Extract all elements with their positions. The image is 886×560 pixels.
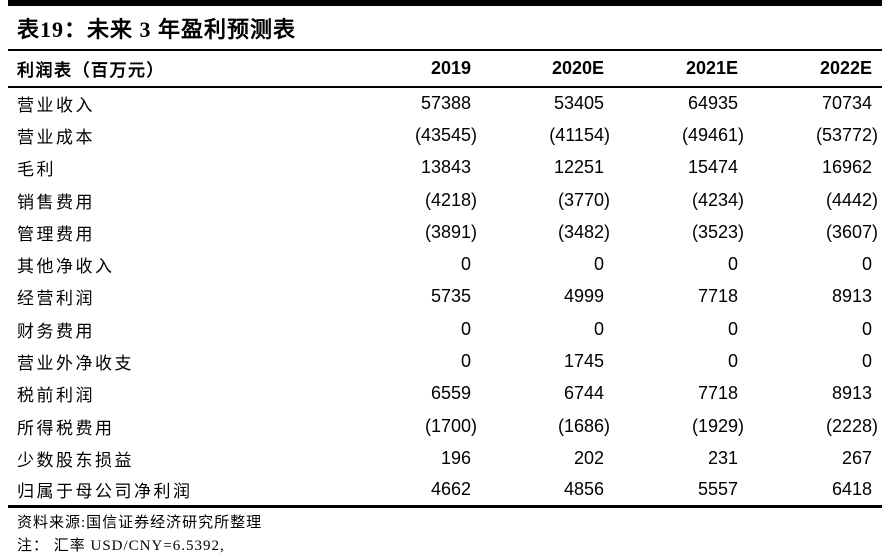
row-value: (1700) — [424, 415, 477, 436]
top-divider — [8, 0, 882, 6]
row-value: (3891) — [424, 221, 477, 242]
row-value: (43545) — [414, 124, 477, 145]
row-value: 0 — [593, 318, 604, 339]
table-row: 营业外净收支 0 1745 0 0 — [8, 345, 882, 377]
table-row: 归属于母公司净利润 4662 4856 5557 6418 — [8, 475, 882, 507]
row-value: (49461) — [681, 124, 744, 145]
table-row: 营业成本 (43545) (41154) (49461) (53772) — [8, 119, 882, 151]
header-income-statement-label: 利润表（百万元） — [8, 51, 348, 88]
row-value: 0 — [460, 318, 471, 339]
table-footer: 资料来源:国信证券经济研究所整理 注： 汇率 USD/CNY=6.5392, — [8, 508, 882, 558]
row-value: 16962 — [821, 157, 872, 178]
row-value: 0 — [593, 254, 604, 275]
row-value: (3482) — [557, 221, 610, 242]
row-label: 财务费用 — [17, 321, 95, 341]
row-value: (1686) — [557, 415, 610, 436]
table-title: 表19：未来 3 年盈利预测表 — [8, 6, 882, 51]
profit-forecast-table: 利润表（百万元） 2019 2020E 2021E 2022E 营业收入 573… — [8, 51, 882, 509]
row-value: 6418 — [831, 479, 872, 500]
row-value: 15474 — [687, 157, 738, 178]
row-value: 6559 — [430, 383, 471, 404]
row-label: 营业外净收支 — [17, 354, 134, 374]
header-col-2021e: 2021E — [614, 51, 748, 88]
row-value: (4234) — [691, 189, 744, 210]
row-value: 0 — [861, 318, 872, 339]
row-value: 0 — [861, 351, 872, 372]
row-value: 4856 — [563, 479, 604, 500]
header-col-2019: 2019 — [348, 51, 481, 88]
row-label: 销售费用 — [17, 192, 95, 212]
table-row: 少数股东损益 196 202 231 267 — [8, 442, 882, 474]
table-row: 营业收入 57388 53405 64935 70734 — [8, 87, 882, 119]
row-value: 64935 — [687, 93, 738, 114]
row-value: 8913 — [831, 383, 872, 404]
row-value: (41154) — [549, 124, 610, 145]
header-col-2022e: 2022E — [748, 51, 882, 88]
exchange-rate-note: 注： 汇率 USD/CNY=6.5392, — [17, 538, 225, 555]
table-row: 税前利润 6559 6744 7718 8913 — [8, 378, 882, 410]
row-value: 70734 — [821, 93, 872, 114]
row-value: 196 — [440, 447, 471, 468]
header-col-2020e: 2020E — [481, 51, 614, 88]
row-value: (53772) — [815, 124, 878, 145]
table-row: 经营利润 5735 4999 7718 8913 — [8, 281, 882, 313]
table-row: 管理费用 (3891) (3482) (3523) (3607) — [8, 216, 882, 248]
row-label: 税前利润 — [17, 386, 95, 406]
table-row: 财务费用 0 0 0 0 — [8, 313, 882, 345]
row-value: 1745 — [563, 351, 604, 372]
row-value: 6744 — [563, 383, 604, 404]
row-value: 0 — [460, 351, 471, 372]
row-value: (3523) — [691, 221, 744, 242]
row-label: 营业收入 — [17, 96, 95, 116]
row-label: 经营利润 — [17, 289, 95, 309]
row-value: 5735 — [430, 286, 471, 307]
row-value: (4442) — [825, 189, 878, 210]
row-value: (3607) — [825, 221, 878, 242]
row-value: 202 — [573, 447, 604, 468]
row-label: 管理费用 — [17, 224, 95, 244]
row-value: (1929) — [691, 415, 744, 436]
row-value: (4218) — [424, 189, 477, 210]
table-body: 营业收入 57388 53405 64935 70734 营业成本 (43545… — [8, 87, 882, 507]
row-label: 归属于母公司净利润 — [17, 482, 193, 502]
row-value: (2228) — [825, 415, 878, 436]
row-label: 毛利 — [17, 160, 56, 180]
row-label: 少数股东损益 — [17, 450, 134, 470]
row-value: 0 — [727, 351, 738, 372]
row-value: 12251 — [553, 157, 604, 178]
row-label: 所得税费用 — [17, 418, 115, 438]
row-label: 营业成本 — [17, 127, 95, 147]
table-row: 其他净收入 0 0 0 0 — [8, 248, 882, 280]
row-value: 5557 — [697, 479, 738, 500]
table-row: 销售费用 (4218) (3770) (4234) (4442) — [8, 184, 882, 216]
row-value: 0 — [460, 254, 471, 275]
row-value: 7718 — [697, 286, 738, 307]
row-value: 8913 — [831, 286, 872, 307]
table-header-row: 利润表（百万元） 2019 2020E 2021E 2022E — [8, 51, 882, 88]
source-note: 资料来源:国信证券经济研究所整理 — [17, 515, 263, 532]
row-value: 0 — [727, 254, 738, 275]
row-value: 231 — [707, 447, 738, 468]
row-value: (3770) — [557, 189, 610, 210]
profit-forecast-page: 表19：未来 3 年盈利预测表 利润表（百万元） 2019 2020E 2021… — [8, 0, 882, 558]
row-value: 4999 — [563, 286, 604, 307]
row-value: 53405 — [553, 93, 604, 114]
row-value: 13843 — [420, 157, 471, 178]
row-label: 其他净收入 — [17, 257, 115, 277]
row-value: 7718 — [697, 383, 738, 404]
table-row: 所得税费用 (1700) (1686) (1929) (2228) — [8, 410, 882, 442]
row-value: 0 — [861, 254, 872, 275]
row-value: 57388 — [420, 93, 471, 114]
row-value: 4662 — [430, 479, 471, 500]
row-value: 267 — [841, 447, 872, 468]
table-row: 毛利 13843 12251 15474 16962 — [8, 152, 882, 184]
row-value: 0 — [727, 318, 738, 339]
